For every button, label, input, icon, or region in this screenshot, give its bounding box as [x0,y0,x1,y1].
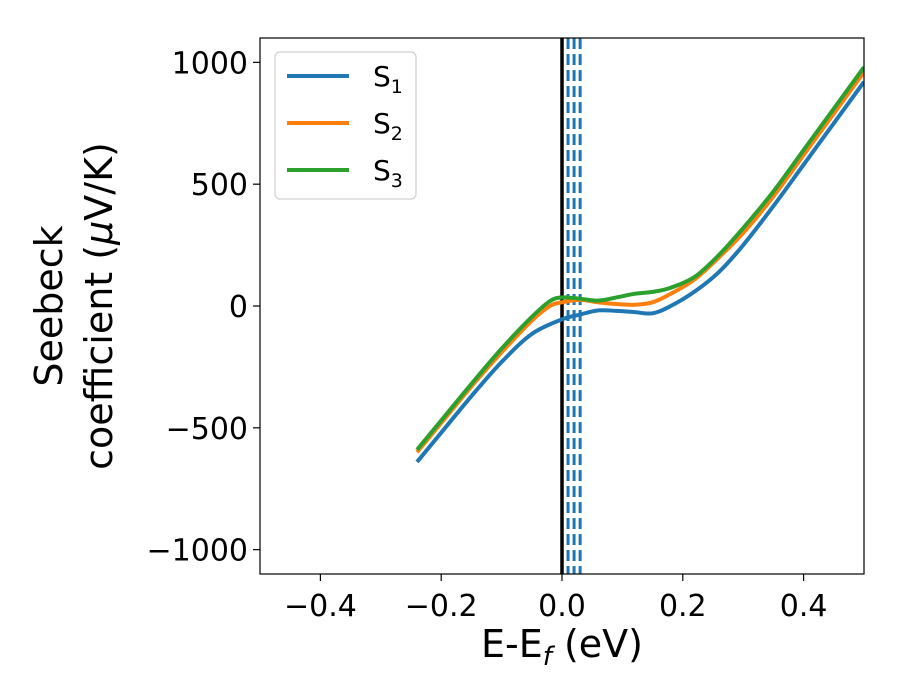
series-line-s3 [415,66,864,452]
y-tick-label: 0 [229,290,248,325]
y-axis-label-line1-group: Seebeck [27,225,71,386]
x-tick-label: −0.4 [284,589,357,624]
x-axis-label: E-Ef (eV) [481,622,643,672]
y-tick-label: 500 [191,168,248,203]
x-tick-label: 0.4 [780,589,828,624]
y-axis-label-line1: Seebeck [27,225,71,386]
y-tick-label: −500 [166,412,248,447]
legend: S1 S2 S3 [274,51,417,200]
legend-label-s3: S3 [373,154,403,192]
x-tick-label: 0.0 [538,589,586,624]
legend-label-s2: S2 [373,107,403,145]
axis-ticks: −0.4 −0.2 0.0 0.2 0.4 −1000 −500 0 500 1000 [147,46,828,624]
x-tick-label: 0.2 [659,589,707,624]
y-axis-label-line2-group: coefficient (μV/K) [77,142,121,470]
series-line-s1 [415,80,864,464]
plot-area [415,38,864,574]
y-tick-label: 1000 [172,46,248,81]
legend-label-s1: S1 [373,60,403,98]
legend-box [274,51,417,200]
y-axis-label-line2: coefficient (μV/K) [77,142,121,470]
plot-inner [415,38,864,574]
series-line-s2 [415,70,864,454]
x-tick-label: −0.2 [405,589,478,624]
y-tick-label: −1000 [147,534,248,569]
